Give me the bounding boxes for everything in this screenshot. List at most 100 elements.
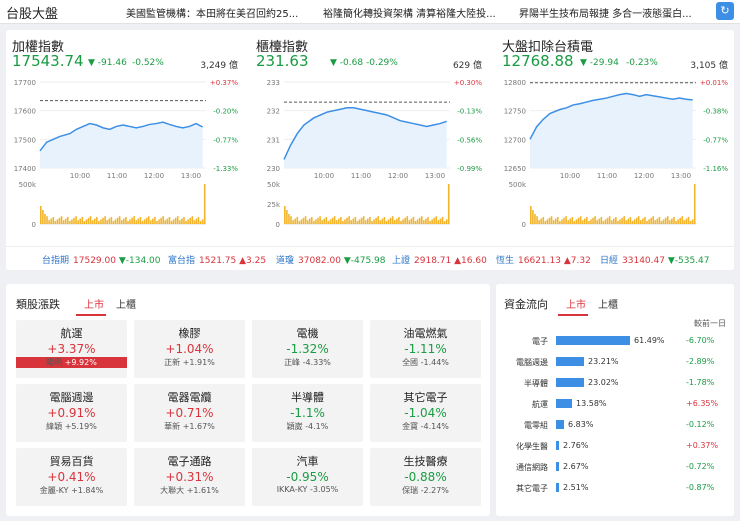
volume-bar (83, 221, 86, 224)
volume-bar (669, 220, 671, 224)
market-item-shanghai[interactable]: 上證 2918.71 ▲16.60 (392, 253, 487, 266)
volume-bar (193, 220, 196, 224)
market-price: 1521.75 (199, 256, 237, 266)
news-ticker-item[interactable]: 裕隆簡化轉投資架構 清算裕隆大陸投... (323, 9, 496, 20)
volume-bar (106, 220, 108, 224)
volume-bar (120, 220, 123, 224)
volume-bar (639, 220, 642, 224)
sector-card[interactable]: 電子通路 +0.31% 大聯大 +1.61% (134, 448, 245, 506)
news-ticker-item[interactable]: 昇陽半生技布局報捷 多合一液態蛋白... (519, 9, 692, 20)
flow-row[interactable]: 其它電子 2.51% -0.87% (496, 481, 734, 495)
tab-otc[interactable]: 上櫃 (116, 300, 136, 311)
volume-bar (201, 219, 204, 224)
sector-card[interactable]: 半導體 -1.1% 穎崴 -4.1% (252, 384, 363, 442)
market-item-dow[interactable]: 道瓊 37082.00 ▼-475.98 (276, 253, 386, 266)
market-item-msci[interactable]: 富台指 1521.75 ▲3.25 (168, 253, 266, 266)
volume-bar (52, 217, 55, 224)
flow-row[interactable]: 化學生醫 2.76% +0.37% (496, 439, 734, 453)
tab-listed[interactable]: 上市 (84, 300, 104, 311)
index-volume: 3,249 億 (200, 61, 238, 71)
volume-bar (681, 216, 684, 224)
tab-flow-listed[interactable]: 上市 (566, 300, 586, 311)
volume-bar (613, 218, 615, 224)
flow-day-change: -0.72% (686, 462, 715, 471)
volume-bar (554, 218, 557, 224)
flow-row[interactable]: 電子 61.49% -6.70% (496, 334, 734, 348)
volume-bar (315, 219, 317, 224)
volume-bar (687, 217, 690, 224)
flow-row[interactable]: 航運 13.58% +6.35% (496, 397, 734, 411)
volume-bar (581, 220, 584, 224)
volume-bar (147, 216, 150, 224)
sector-card[interactable]: 貿易百貨 +0.41% 金麗-KY +1.84% (16, 448, 127, 506)
sector-leader-stock[interactable]: 正新 +1.91% (134, 357, 245, 368)
sector-leader-stock[interactable]: 華新 +1.67% (134, 421, 245, 432)
sector-leader-stock[interactable]: 緯穎 +5.19% (16, 421, 127, 432)
sector-card[interactable]: 航運 +3.37% 陽明 +9.92% (16, 320, 127, 378)
stock-name: 金麗-KY (39, 486, 69, 495)
stock-pct: -4.1% (305, 422, 329, 431)
sector-card[interactable]: 電器電纜 +0.71% 華新 +1.67% (134, 384, 245, 442)
volume-bar (164, 220, 167, 224)
sector-leader-stock[interactable]: 全國 -1.44% (370, 357, 481, 368)
volume-bar (400, 221, 402, 224)
market-change: ▼-134.00 (118, 256, 161, 266)
sector-pct: +0.31% (165, 470, 214, 484)
sector-leader-stock[interactable]: 陽明 +9.92% (16, 357, 127, 368)
volume-bar (416, 219, 419, 224)
index-otc[interactable]: 櫃檯指數 231.63 ▼ -0.68 -0.29% 629 億 233 232 2… (250, 30, 486, 242)
volume-bar (532, 210, 534, 224)
tab-flow-otc[interactable]: 上櫃 (598, 300, 618, 311)
flow-row[interactable]: 電零組 6.83% -0.12% (496, 418, 734, 432)
volume-bar (381, 218, 384, 224)
stock-name: 緯穎 (46, 422, 63, 431)
sector-leader-stock[interactable]: 正峰 -4.33% (252, 357, 363, 368)
volume-bar (391, 216, 394, 224)
flow-share: 2.67% (563, 462, 589, 471)
refresh-button[interactable]: ↻ (716, 2, 734, 20)
sector-leader-stock[interactable]: 金寶 -4.14% (370, 421, 481, 432)
sector-leader-stock[interactable]: 金麗-KY +1.84% (16, 485, 127, 496)
sector-leader-stock[interactable]: 大聯大 +1.61% (134, 485, 245, 496)
volume-bar (123, 218, 125, 224)
sector-card[interactable]: 橡膠 +1.04% 正新 +1.91% (134, 320, 245, 378)
sector-leader-stock[interactable]: 穎崴 -4.1% (252, 421, 363, 432)
stock-pct: +1.91% (182, 358, 215, 367)
market-item-nikkei[interactable]: 日經 33140.47 ▼-535.47 (600, 253, 710, 266)
market-item-taifex[interactable]: 台指期 17529.00 ▼-134.00 (42, 253, 161, 266)
volume-bar (317, 217, 319, 224)
flow-bar (556, 378, 584, 387)
pct-tick-label: -0.56% (457, 136, 482, 144)
market-item-hangseng[interactable]: 恆生 16621.13 ▲7.32 (496, 253, 591, 266)
flow-day-change: -1.78% (686, 378, 715, 387)
news-ticker-item[interactable]: 美國監管機構：本田將在美召回約25... (126, 9, 299, 20)
flow-row[interactable]: 通信網路 2.67% -0.72% (496, 460, 734, 474)
sector-card[interactable]: 生技醫療 -0.88% 保瑞 -2.27% (370, 448, 481, 506)
sector-card[interactable]: 汽車 -0.95% IKKA-KY -3.05% (252, 448, 363, 506)
x-tick-label: 12:00 (634, 172, 654, 180)
stock-name: 穎崴 (286, 422, 303, 431)
index-taiex[interactable]: 加權指數 17543.74 ▼ -91.46 -0.52% 3,249 億 17… (6, 30, 242, 242)
volume-bar (141, 221, 144, 224)
volume-bar (133, 216, 135, 224)
volume-bar (149, 220, 152, 224)
sector-card[interactable]: 其它電子 -1.04% 金寶 -4.14% (370, 384, 481, 442)
flow-row[interactable]: 電腦週邊 23.21% -2.89% (496, 355, 734, 369)
pct-tick-label: -0.38% (703, 108, 728, 116)
volume-bar (168, 217, 171, 224)
sector-card[interactable]: 電腦週邊 +0.91% 緯穎 +5.19% (16, 384, 127, 442)
flow-day-change: +0.37% (686, 441, 719, 450)
sector-leader-stock[interactable]: 保瑞 -2.27% (370, 485, 481, 496)
market-change: ▼-535.47 (667, 256, 710, 266)
volume-bar (548, 217, 551, 224)
sector-leader-stock[interactable]: IKKA-KY -3.05% (252, 485, 363, 494)
volume-bar (319, 216, 321, 224)
volume-bar (606, 217, 609, 224)
sector-card[interactable]: 電機 -1.32% 正峰 -4.33% (252, 320, 363, 378)
volume-bar (75, 216, 77, 224)
volume-bar (354, 217, 357, 224)
index-ex-tsmc[interactable]: 大盤扣除台積電 12768.88 ▼ -29.94 -0.23% 3,105 億… (496, 30, 732, 242)
flow-row[interactable]: 半導體 23.02% -1.78% (496, 376, 734, 390)
volume-bar (583, 218, 586, 224)
sector-card[interactable]: 油電燃氣 -1.11% 全國 -1.44% (370, 320, 481, 378)
